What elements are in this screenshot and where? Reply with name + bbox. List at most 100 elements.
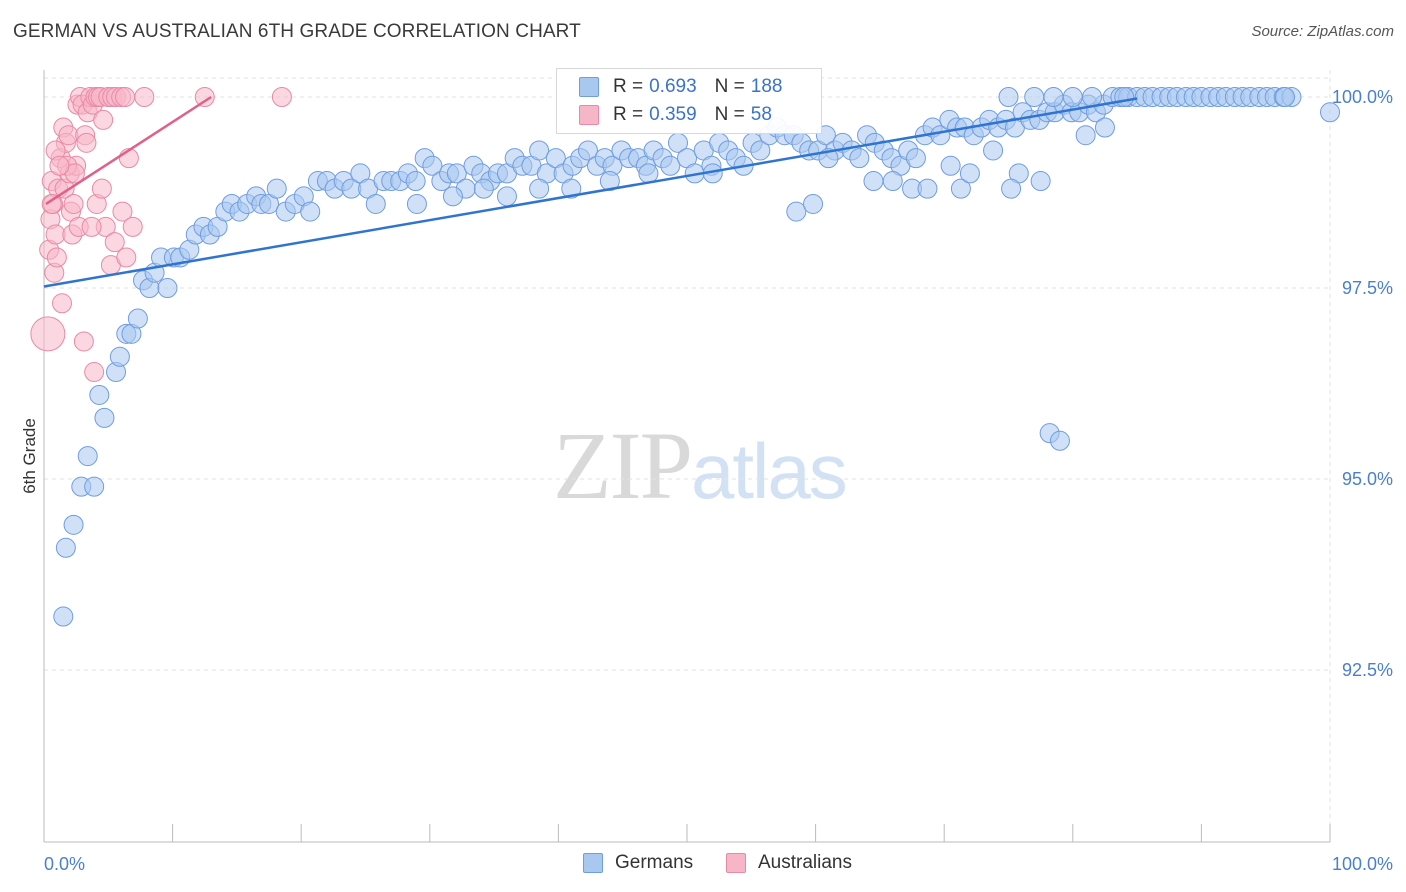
german-point [577, 140, 598, 161]
german-point [94, 407, 115, 428]
australian-point [115, 87, 136, 107]
german-point [1082, 87, 1103, 107]
australian-point [104, 232, 125, 253]
australian-point [30, 316, 66, 352]
y-axis-label: 6th Grade [20, 418, 39, 494]
german-point [660, 155, 681, 176]
australians-legend-swatch [726, 853, 746, 873]
german-point [905, 148, 926, 169]
germans-points [53, 87, 1340, 627]
x-tick-label-start: 0.0% [44, 854, 85, 874]
legend-n-label: N = [714, 76, 745, 97]
germans-legend-label: Germans [615, 852, 694, 873]
legend-row-germans: R = 0.693 N = 188 [579, 75, 782, 99]
australians-swatch [579, 105, 599, 125]
chart-title: GERMAN VS AUSTRALIAN 6TH GRADE CORRELATI… [13, 21, 581, 42]
australians-trend-line [45, 95, 212, 206]
german-point [983, 140, 1004, 161]
x-tick-label-end: 100.0% [1332, 854, 1393, 874]
german-point [89, 384, 110, 405]
australian-point [112, 201, 133, 222]
german-point [950, 178, 971, 199]
australian-point [73, 331, 94, 352]
trend-lines [43, 95, 1138, 288]
bottom-legend-australians[interactable]: Australians [726, 852, 852, 874]
german-point [1094, 117, 1115, 138]
y-tick-label: 100.0% [1332, 87, 1393, 107]
germans-swatch [579, 77, 599, 97]
german-point [496, 186, 517, 207]
german-point [917, 178, 938, 199]
german-point [53, 606, 74, 627]
german-point [1043, 87, 1064, 107]
source-credit: Source: ZipAtlas.com [1251, 23, 1394, 40]
watermark-zip: ZIP [553, 412, 693, 519]
german-point [599, 171, 620, 192]
australian-point [41, 193, 62, 214]
german-point [1274, 87, 1295, 107]
australians-r-value: 0.359 [649, 104, 697, 125]
german-point [882, 171, 903, 192]
german-point [849, 148, 870, 169]
german-point [1001, 178, 1022, 199]
stats-legend: R = 0.693 N = 188 R = 0.359 N = 58 [556, 68, 822, 134]
legend-row-australians: R = 0.359 N = 58 [579, 103, 772, 127]
german-point [561, 178, 582, 199]
australians-points [30, 87, 292, 383]
australian-point [63, 193, 84, 214]
germans-n-value: 188 [750, 76, 783, 97]
german-point [750, 140, 771, 161]
australian-point [122, 216, 143, 237]
german-point [1049, 430, 1070, 451]
german-point [127, 308, 148, 329]
australian-point [76, 132, 97, 153]
german-point [1062, 87, 1083, 107]
axes [43, 70, 1331, 843]
legend-r-label: R = [613, 76, 644, 97]
german-point [529, 140, 550, 161]
german-point [406, 193, 427, 214]
german-point [1024, 87, 1045, 107]
australians-legend-label: Australians [758, 852, 852, 873]
australians-n-value: 58 [750, 104, 772, 125]
y-tick-label: 92.5% [1342, 660, 1393, 680]
australian-point [194, 87, 215, 107]
german-point [638, 163, 659, 184]
watermark: ZIPatlas [553, 410, 848, 521]
german-point [109, 346, 130, 367]
german-point [63, 514, 84, 535]
australian-point [46, 247, 67, 268]
german-point [422, 155, 443, 176]
german-point [803, 193, 824, 214]
german-point [529, 178, 550, 199]
german-point [786, 201, 807, 222]
australian-point [52, 293, 73, 314]
german-point [446, 163, 467, 184]
german-point [84, 476, 105, 497]
german-point [77, 446, 98, 467]
german-point [365, 193, 386, 214]
grid [44, 70, 1331, 842]
australian-point [91, 178, 112, 199]
australian-point [93, 109, 114, 130]
legend-n-label: N = [714, 104, 745, 125]
australian-point [58, 125, 79, 146]
australian-point [81, 216, 102, 237]
germans-r-value: 0.693 [649, 76, 697, 97]
german-point [940, 155, 961, 176]
australian-point [134, 87, 155, 107]
german-point [473, 178, 494, 199]
german-point [55, 537, 76, 558]
bottom-legend-germans[interactable]: Germans [583, 852, 693, 874]
german-point [300, 201, 321, 222]
german-point [1114, 87, 1135, 107]
german-point [157, 278, 178, 298]
germans-trend-line [43, 97, 1138, 288]
australian-point [116, 247, 137, 268]
y-tick-label: 95.0% [1342, 469, 1393, 489]
germans-legend-swatch [583, 853, 603, 873]
german-point [405, 171, 426, 192]
watermark-atlas: atlas [691, 427, 848, 515]
australian-point [271, 87, 292, 107]
german-point [863, 171, 884, 192]
